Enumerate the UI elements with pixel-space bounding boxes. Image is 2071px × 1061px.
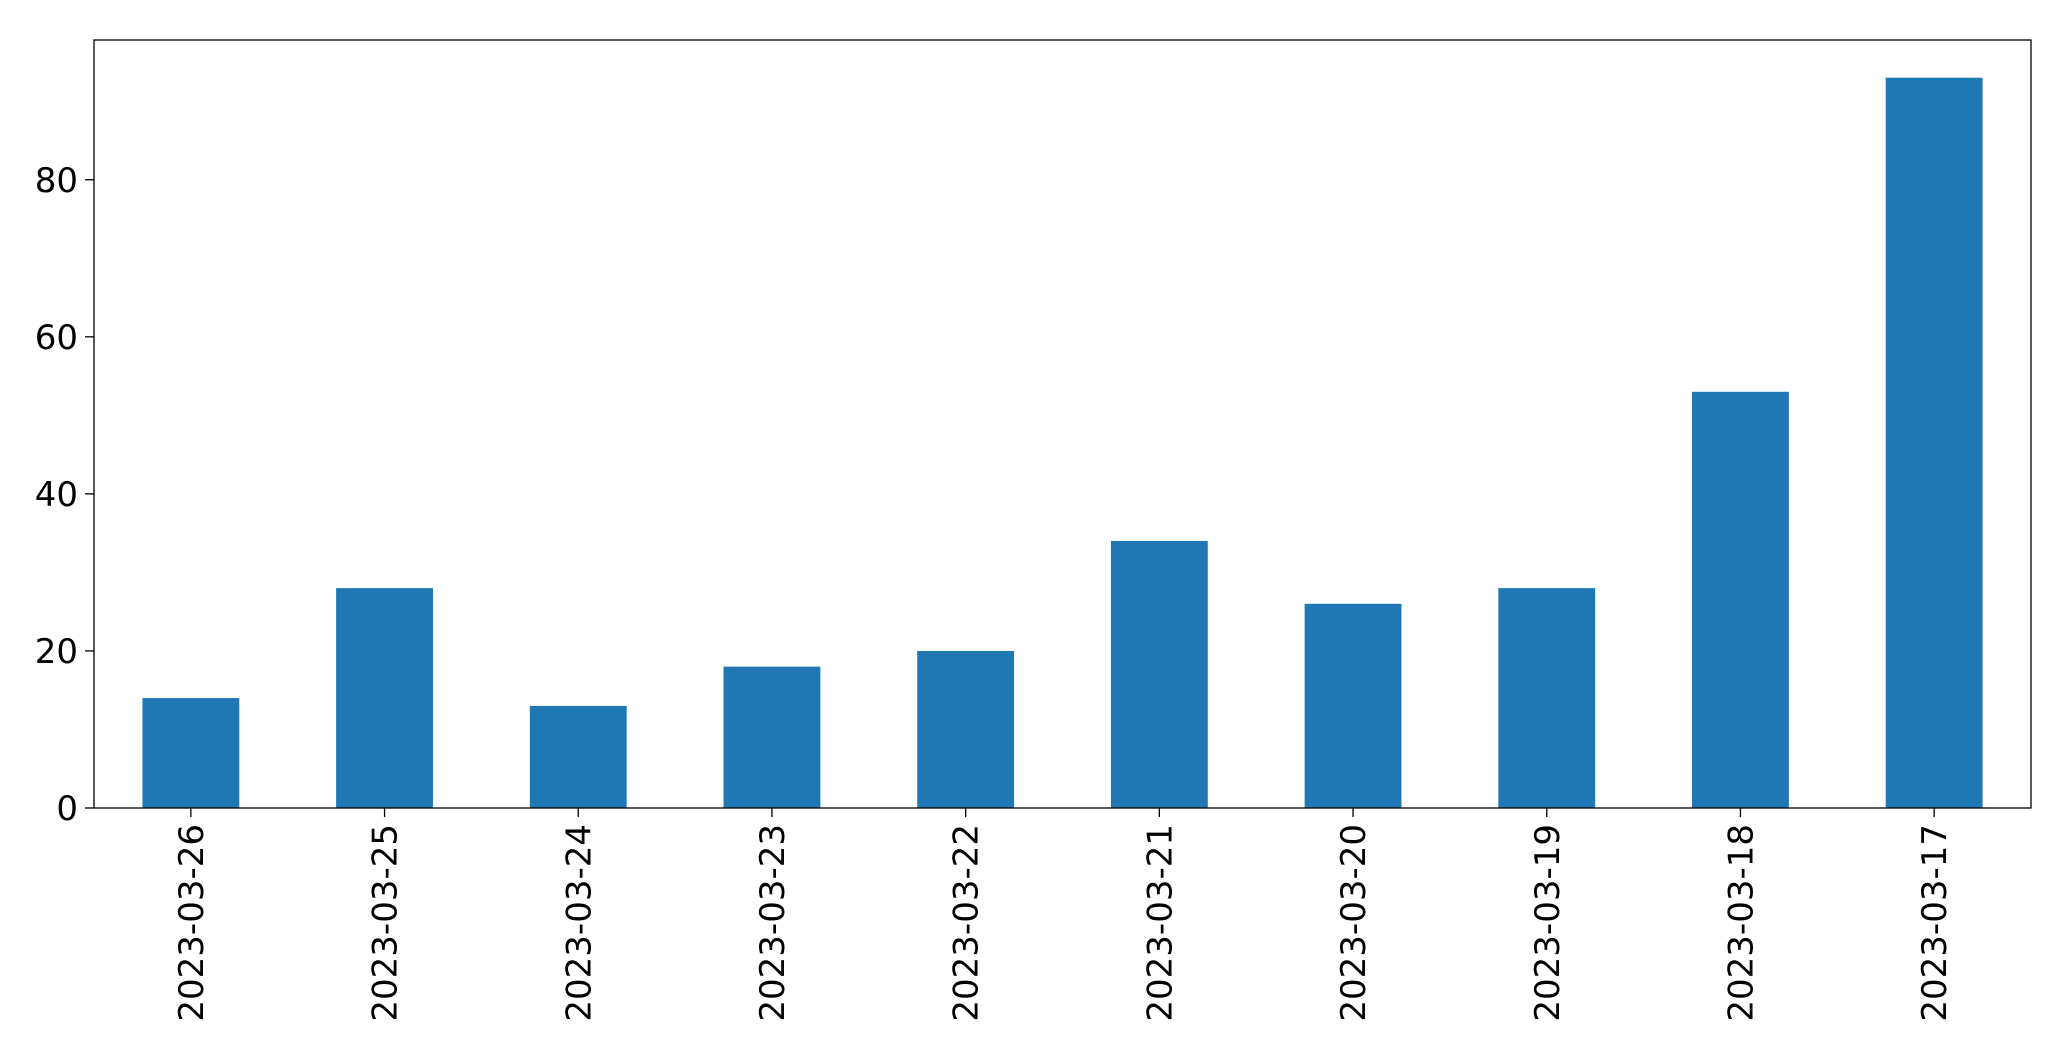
x-tick-label: 2023-03-26	[172, 824, 212, 1022]
bar	[336, 588, 433, 808]
x-tick-label: 2023-03-23	[753, 824, 793, 1022]
bar	[917, 650, 1015, 808]
bar	[723, 666, 821, 808]
bar	[142, 698, 240, 808]
y-tick-label: 40	[35, 475, 78, 515]
x-tick-label: 2023-03-17	[1915, 824, 1955, 1022]
bar	[1304, 603, 1402, 808]
y-tick-label: 80	[35, 161, 78, 201]
bar	[1110, 541, 1208, 808]
bar	[529, 705, 627, 808]
x-tick-label: 2023-03-20	[1334, 824, 1374, 1022]
y-tick-label: 60	[35, 318, 78, 358]
x-tick-label: 2023-03-21	[1140, 824, 1180, 1022]
x-tick-label: 2023-03-25	[366, 824, 406, 1022]
x-tick-label: 2023-03-24	[559, 824, 599, 1022]
y-tick-label: 0	[56, 789, 78, 829]
x-tick-label: 2023-03-19	[1528, 824, 1568, 1022]
bar	[1885, 77, 1983, 809]
bar	[1498, 588, 1596, 808]
plot-frame	[93, 39, 2032, 809]
y-tick-label: 20	[35, 632, 78, 672]
bar	[1692, 391, 1789, 808]
x-tick-label: 2023-03-22	[947, 824, 987, 1022]
x-tick-label: 2023-03-18	[1721, 824, 1761, 1022]
